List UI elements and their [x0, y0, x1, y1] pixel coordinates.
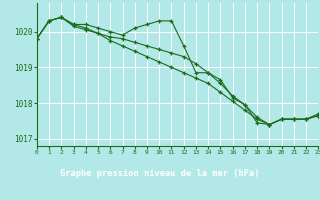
Text: Graphe pression niveau de la mer (hPa): Graphe pression niveau de la mer (hPa)	[60, 170, 260, 178]
